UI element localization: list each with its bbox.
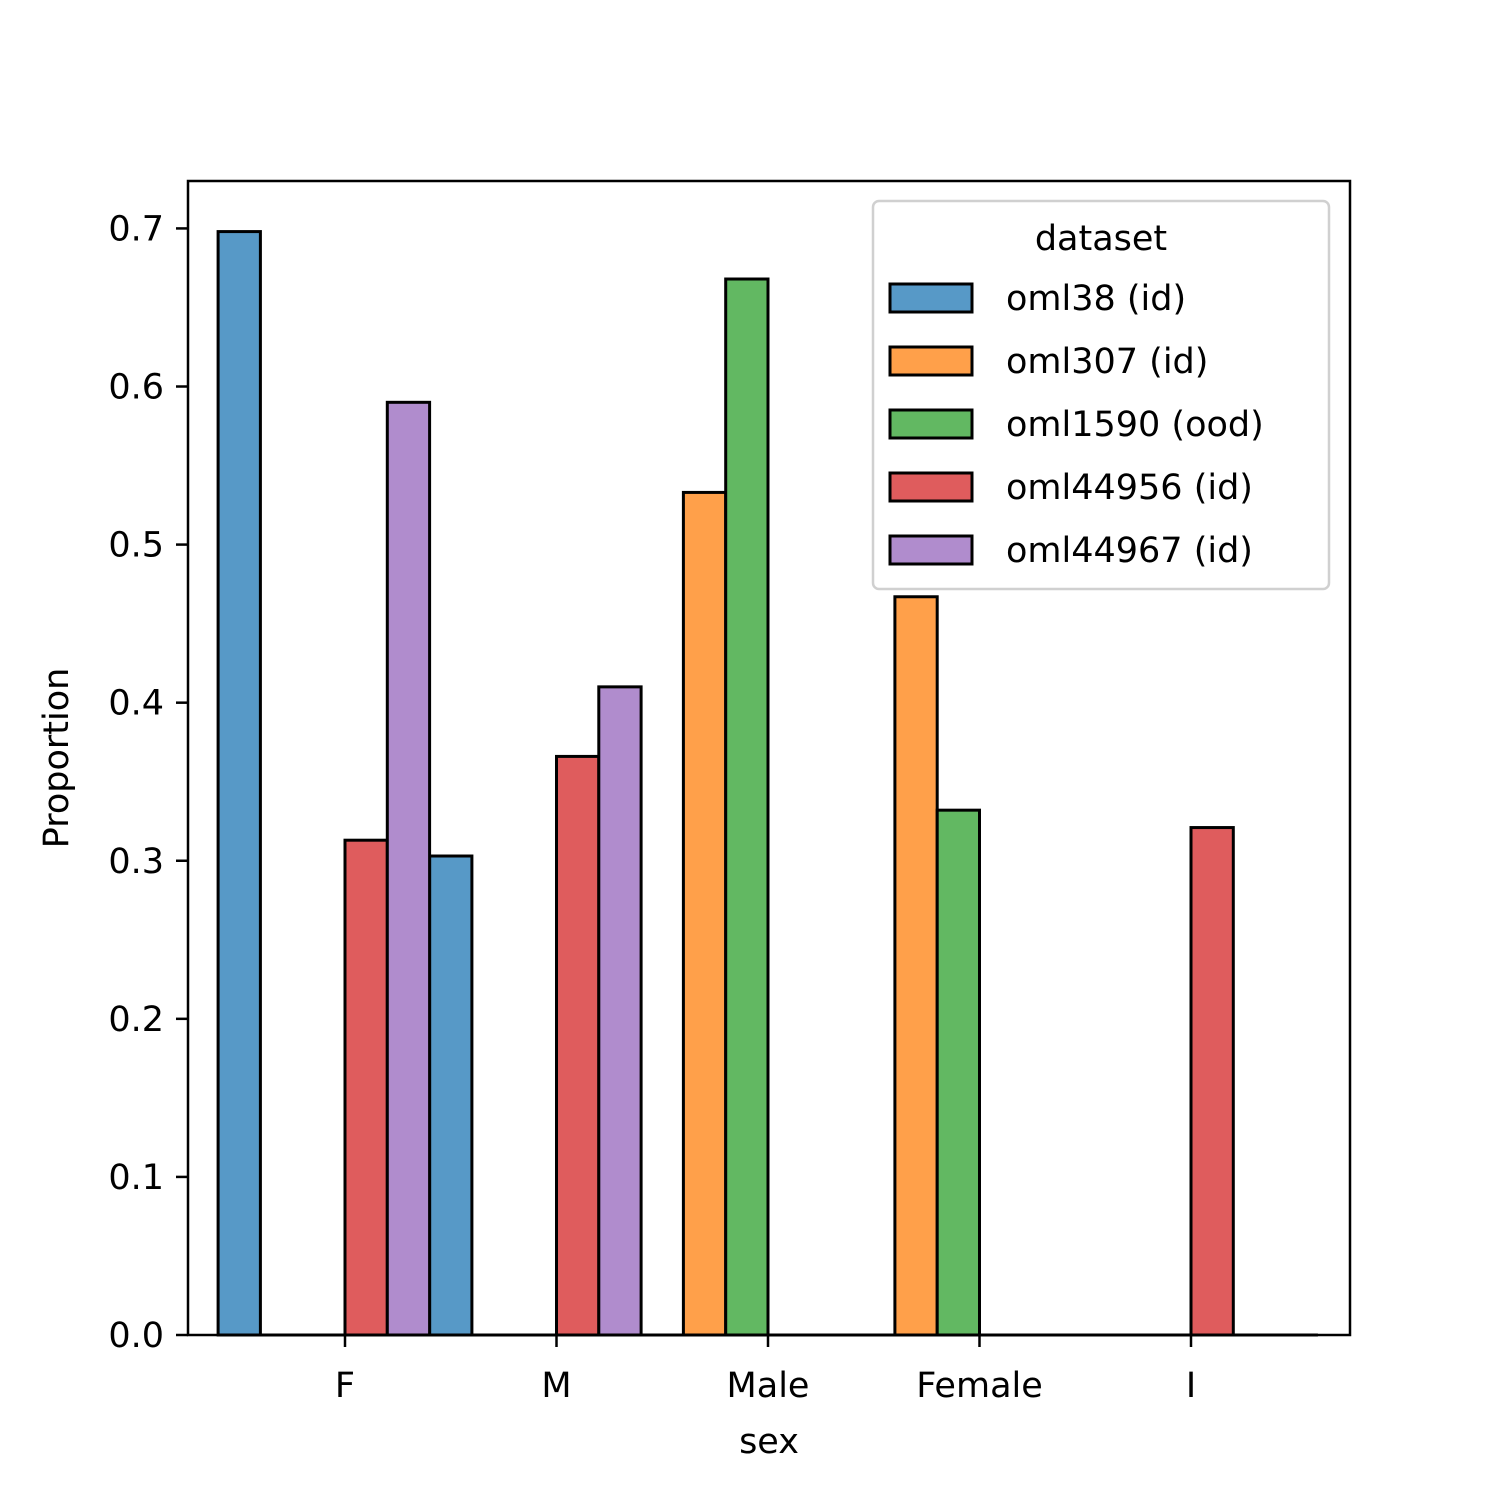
bar-3-0	[343, 838, 389, 1337]
y-axis-label: Proportion	[37, 668, 77, 849]
x-tick-label: I	[1186, 1366, 1196, 1406]
legend: dataset oml38 (id) oml307 (id) oml1590 (oo…	[871, 199, 1331, 591]
legend-entry-label: oml307 (id)	[1006, 342, 1208, 382]
bars-group	[216, 230, 1235, 1337]
legend-entry-label: oml38 (id)	[1006, 279, 1186, 319]
x-tick-label: F	[335, 1366, 355, 1406]
x-axis-label: sex	[739, 1422, 799, 1462]
bar-2-1	[935, 808, 982, 1337]
bar-4-1	[597, 685, 643, 1337]
bar-1-0	[681, 490, 728, 1337]
y-tick-label: 0.1	[108, 1158, 164, 1198]
x-tick-label: Female	[916, 1366, 1043, 1406]
legend-entry-label: oml44956 (id)	[1006, 468, 1253, 508]
bar-3-2	[1189, 826, 1235, 1337]
bar-1-1	[893, 595, 939, 1337]
legend-swatch	[888, 534, 974, 566]
bar-4-0	[385, 400, 432, 1337]
x-axis: F M Male Female I	[335, 1335, 1196, 1406]
y-tick-label: 0.3	[108, 842, 164, 882]
legend-box	[871, 199, 1331, 591]
legend-swatch	[888, 408, 974, 440]
legend-entry-label: oml1590 (ood)	[1006, 405, 1264, 445]
legend-swatch	[888, 345, 974, 377]
bar-3-1	[555, 754, 601, 1337]
y-tick-label: 0.4	[108, 684, 164, 724]
legend-title: dataset	[1035, 219, 1167, 259]
legend-swatch	[888, 282, 974, 314]
y-tick-label: 0.7	[108, 209, 164, 249]
y-tick-label: 0.5	[108, 526, 164, 566]
x-tick-label: M	[541, 1366, 571, 1406]
x-tick-label: Male	[727, 1366, 810, 1406]
bar-2-0	[724, 277, 770, 1337]
y-tick-label: 0.2	[108, 1000, 164, 1040]
legend-swatch	[888, 471, 974, 503]
bar-0-1	[428, 854, 474, 1337]
y-tick-label: 0.0	[108, 1316, 164, 1356]
y-tick-label: 0.6	[108, 368, 164, 408]
legend-entry-label: oml44967 (id)	[1006, 531, 1253, 571]
y-axis: 0.0 0.1 0.2 0.3 0.4 0.5 0.6 0.7	[108, 209, 188, 1356]
bar-0-0	[216, 230, 262, 1337]
